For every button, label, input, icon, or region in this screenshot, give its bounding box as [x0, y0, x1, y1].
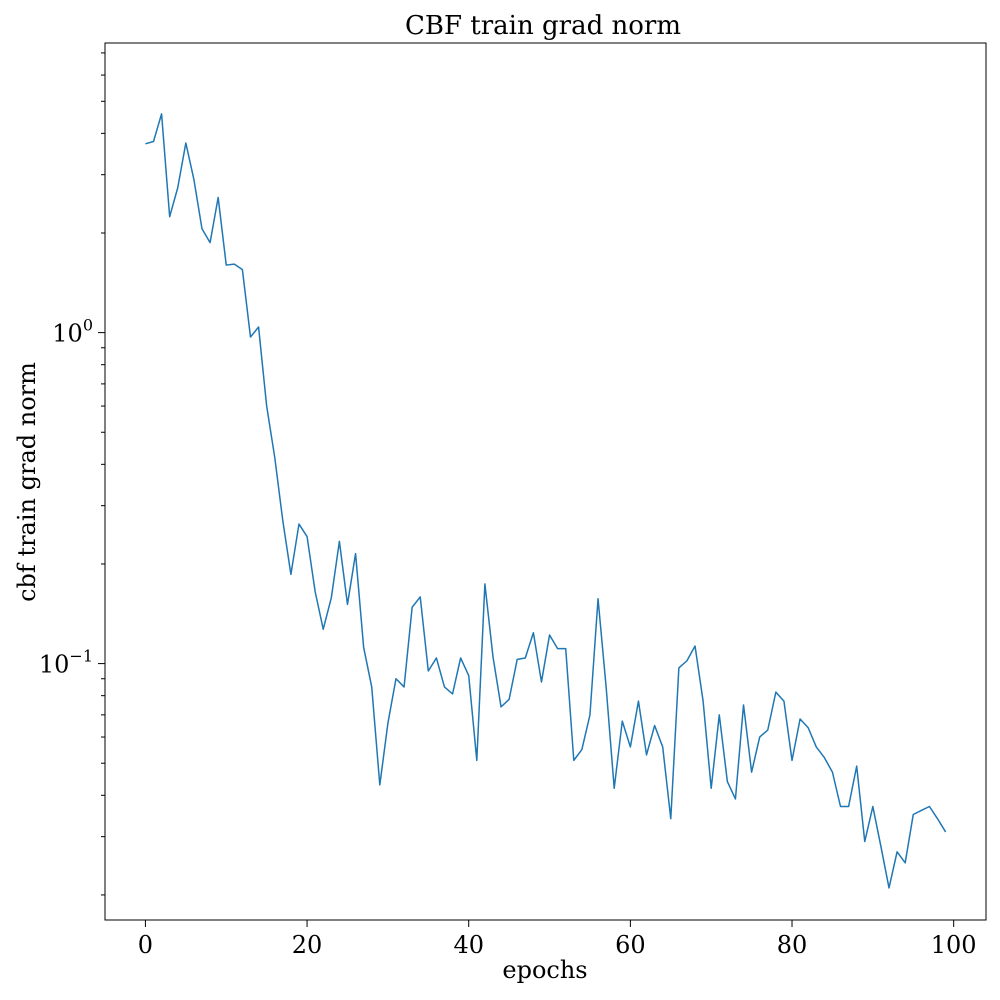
y-tick-exponent: 0 — [83, 316, 93, 335]
x-tick-label: 20 — [292, 931, 323, 959]
y-tick-base: 10 — [39, 651, 70, 679]
y-tick-exponent: −1 — [69, 647, 93, 666]
x-axis-label: epochs — [502, 956, 587, 984]
series-line-0 — [145, 113, 947, 889]
chart-title: CBF train grad norm — [405, 11, 681, 41]
y-tick-label: 10−1 — [39, 647, 93, 679]
x-tick-label: 40 — [453, 931, 484, 959]
x-axis: 0 20 40 60 80 100 — [138, 920, 977, 959]
axes-frame — [104, 42, 987, 921]
y-axis-label: cbf train grad norm — [13, 362, 41, 602]
y-tick-base: 10 — [52, 320, 83, 348]
x-tick-label: 80 — [777, 931, 808, 959]
y-tick-label: 100 — [52, 316, 93, 348]
plot-area — [145, 113, 947, 889]
x-tick-label: 100 — [931, 931, 977, 959]
x-tick-label: 0 — [138, 931, 153, 959]
x-tick-label: 60 — [615, 931, 646, 959]
